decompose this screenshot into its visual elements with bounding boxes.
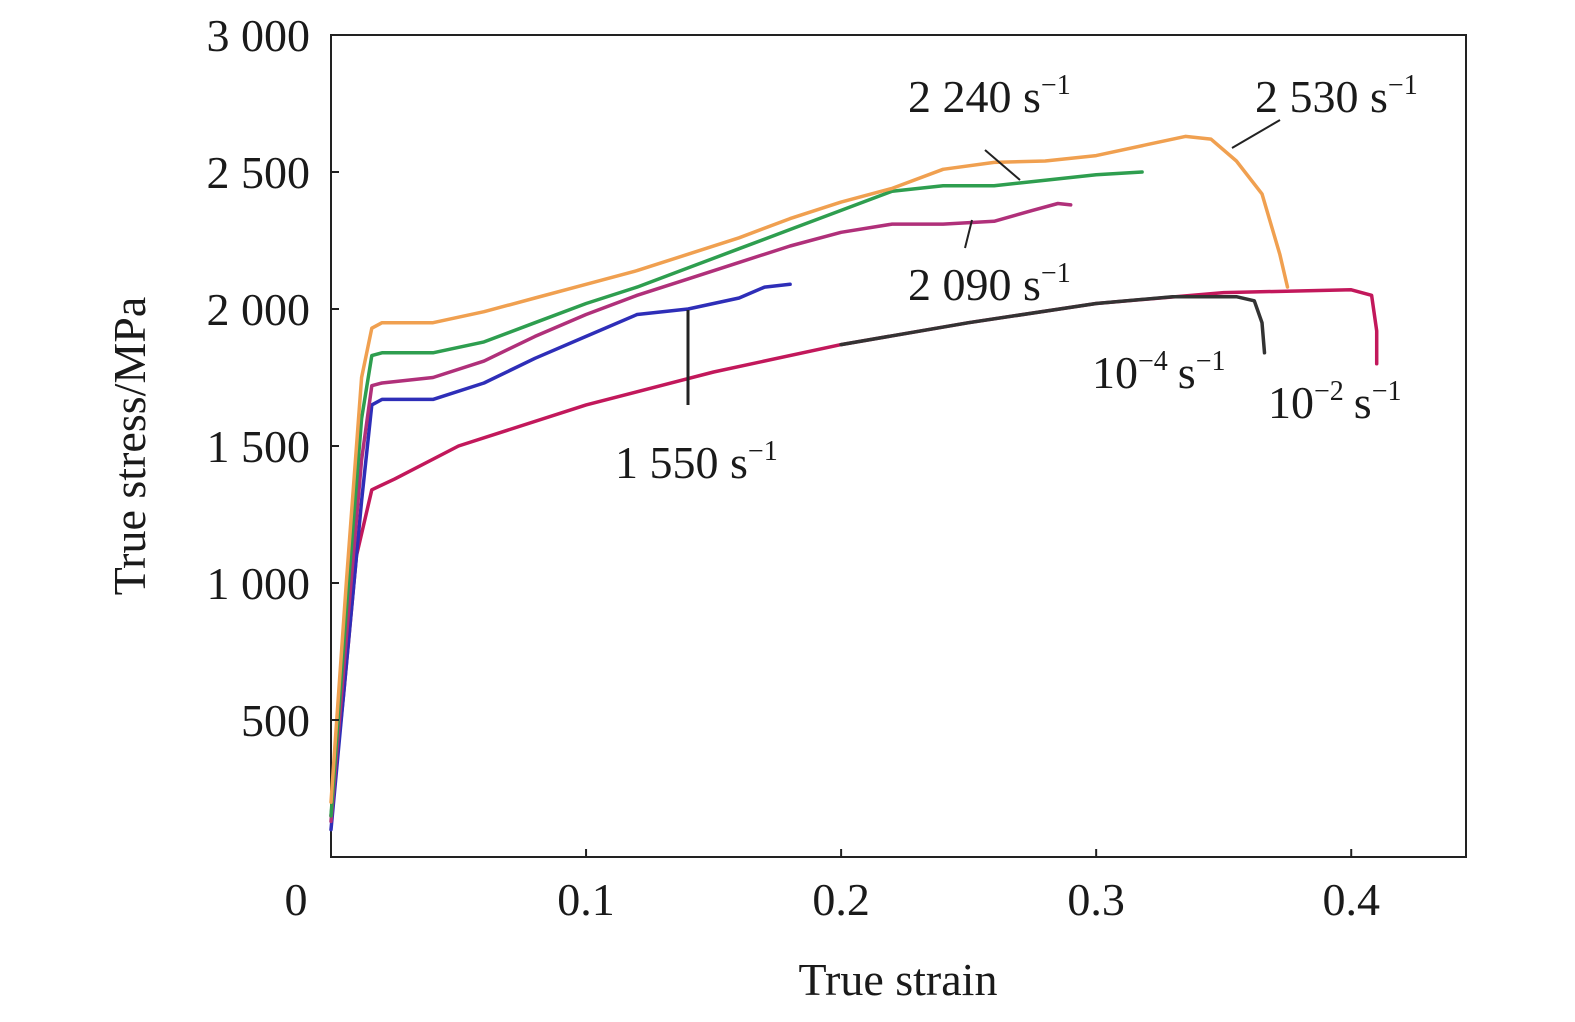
leader-2240	[984, 149, 1021, 181]
x-tick-label: 0.3	[1067, 874, 1125, 925]
y-axis-title: True stress/MPa	[104, 297, 155, 596]
label-1550: 1 550 s−1	[615, 436, 778, 488]
y-tick-label: 3 000	[207, 10, 311, 61]
x-tick-label: 0.4	[1322, 874, 1380, 925]
leader-2090	[964, 219, 973, 249]
plot-frame	[330, 34, 1467, 858]
x-tick-label: 0.1	[557, 874, 615, 925]
series-line-1	[839, 294, 1267, 355]
series-line-5	[329, 134, 1290, 804]
y-tick-label: 2 500	[207, 147, 311, 198]
curves-layer	[329, 134, 1379, 832]
x-axis-title: True strain	[799, 954, 998, 1005]
y-tick-label: 1 000	[207, 558, 311, 609]
label-10e-4: 10−4 s−1	[1092, 346, 1226, 398]
label-2240: 2 240 s−1	[908, 70, 1071, 122]
leader-2530	[1231, 119, 1281, 149]
series-line-2	[329, 282, 792, 832]
x-tick-label: 0.2	[812, 874, 870, 925]
label-10e-2: 10−2 s−1	[1268, 376, 1402, 428]
series-line-0	[329, 288, 1379, 818]
series-line-4	[329, 170, 1144, 818]
label-2090: 2 090 s−1	[908, 258, 1071, 310]
series-line-3	[329, 201, 1073, 824]
x-tick-label: 0	[285, 874, 308, 925]
ticks-layer: 0 0.1 0.2 0.3 0.4 500 1 000 1 500 2 000 2 500 3 00…	[207, 10, 1380, 925]
y-tick-label: 1 500	[207, 421, 311, 472]
y-tick-label: 2 000	[207, 284, 311, 335]
label-2530: 2 530 s−1	[1255, 70, 1418, 122]
y-tick-label: 500	[241, 695, 310, 746]
